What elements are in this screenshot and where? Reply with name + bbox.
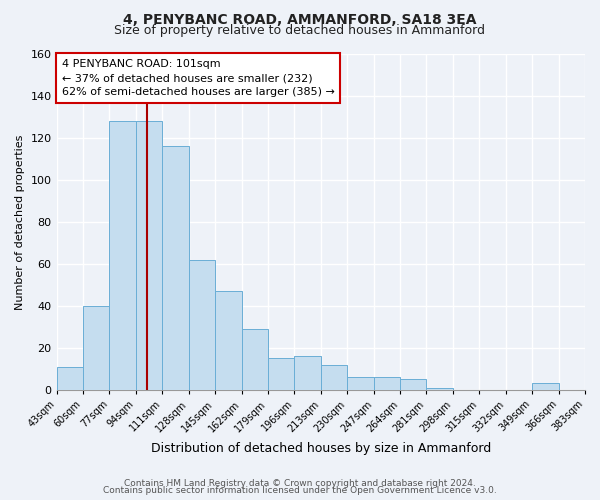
Bar: [188, 260, 215, 390]
Bar: [427, 388, 453, 390]
Bar: [400, 379, 427, 390]
Bar: [295, 356, 321, 390]
Bar: [268, 358, 295, 390]
X-axis label: Distribution of detached houses by size in Ammanford: Distribution of detached houses by size …: [151, 442, 491, 455]
Bar: [321, 364, 347, 390]
Bar: [83, 306, 109, 390]
Bar: [162, 146, 188, 390]
Bar: [215, 291, 242, 390]
Bar: [347, 377, 374, 390]
Text: 4 PENYBANC ROAD: 101sqm
← 37% of detached houses are smaller (232)
62% of semi-d: 4 PENYBANC ROAD: 101sqm ← 37% of detache…: [62, 59, 335, 97]
Bar: [56, 366, 83, 390]
Y-axis label: Number of detached properties: Number of detached properties: [15, 134, 25, 310]
Bar: [374, 377, 400, 390]
Text: Contains public sector information licensed under the Open Government Licence v3: Contains public sector information licen…: [103, 486, 497, 495]
Text: Contains HM Land Registry data © Crown copyright and database right 2024.: Contains HM Land Registry data © Crown c…: [124, 478, 476, 488]
Bar: [242, 329, 268, 390]
Bar: [136, 121, 162, 390]
Text: 4, PENYBANC ROAD, AMMANFORD, SA18 3EA: 4, PENYBANC ROAD, AMMANFORD, SA18 3EA: [123, 12, 477, 26]
Text: Size of property relative to detached houses in Ammanford: Size of property relative to detached ho…: [115, 24, 485, 37]
Bar: [109, 121, 136, 390]
Bar: [532, 384, 559, 390]
